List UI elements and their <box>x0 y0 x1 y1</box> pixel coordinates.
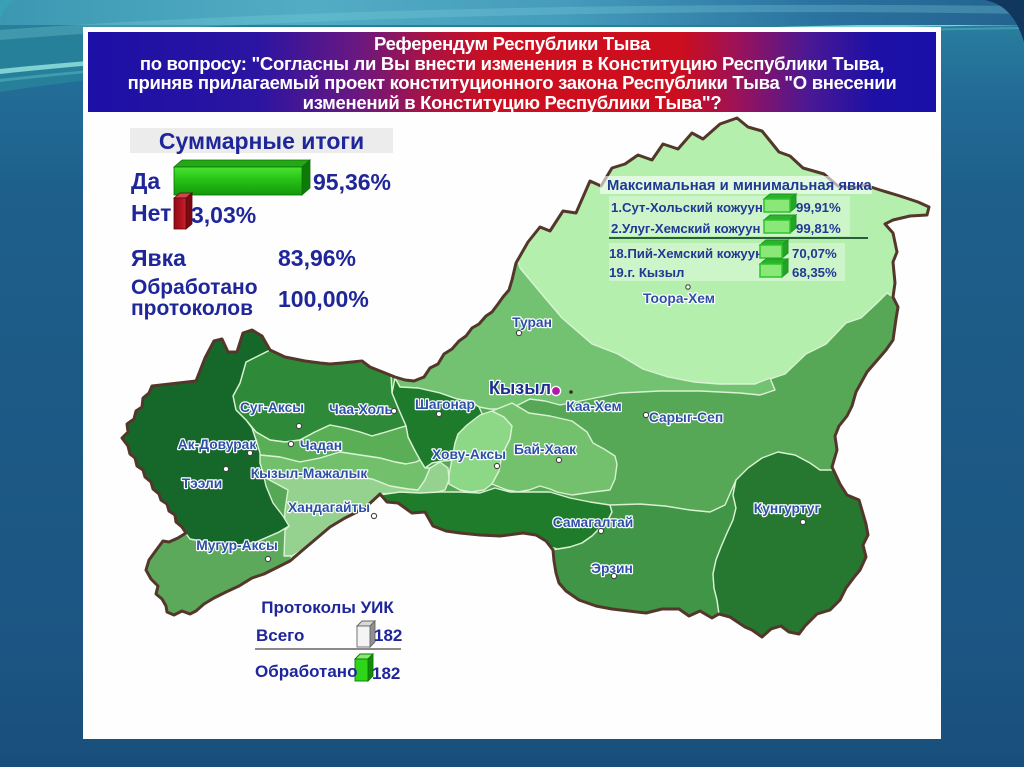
svg-text:68,35%: 68,35% <box>792 265 837 280</box>
svg-text:19.г. Кызыл: 19.г. Кызыл <box>609 265 684 280</box>
svg-text:Самагалтай: Самагалтай <box>553 515 634 530</box>
svg-text:Чаа-Холь: Чаа-Холь <box>329 402 393 417</box>
svg-text:Чадан: Чадан <box>300 438 342 453</box>
svg-text:Туран: Туран <box>512 315 552 330</box>
svg-text:18.Пий-Хемский кожуун: 18.Пий-Хемский кожуун <box>609 246 763 261</box>
svg-text:Хову-Аксы: Хову-Аксы <box>432 447 506 462</box>
svg-text:Эрзин: Эрзин <box>591 561 633 576</box>
svg-text:Хандагайты: Хандагайты <box>288 500 370 515</box>
svg-text:Тээли: Тээли <box>182 476 223 491</box>
svg-text:Каа-Хем: Каа-Хем <box>566 399 621 414</box>
svg-text:Тоора-Хем: Тоора-Хем <box>643 291 715 306</box>
svg-text:70,07%: 70,07% <box>792 246 837 261</box>
svg-text:Кызыл-Мажалык: Кызыл-Мажалык <box>251 466 368 481</box>
svg-text:Кызыл: Кызыл <box>489 378 551 398</box>
svg-text:Сарыг-Сеп: Сарыг-Сеп <box>649 410 723 425</box>
svg-text:Суг-Аксы: Суг-Аксы <box>240 400 304 415</box>
svg-text:99,81%: 99,81% <box>796 221 841 236</box>
svg-text:Кунгуртуг: Кунгуртуг <box>754 501 821 516</box>
svg-text:Максимальная и минимальная явк: Максимальная и минимальная явка <box>607 178 872 194</box>
svg-text:Мугур-Аксы: Мугур-Аксы <box>196 538 278 553</box>
svg-text:Бай-Хаак: Бай-Хаак <box>514 442 576 457</box>
svg-text:Шагонар: Шагонар <box>415 397 475 412</box>
svg-text:Ак-Довурак: Ак-Довурак <box>178 437 257 452</box>
svg-text:99,91%: 99,91% <box>796 200 841 215</box>
svg-text:2.Улуг-Хемский кожуун: 2.Улуг-Хемский кожуун <box>611 221 760 236</box>
svg-text:1.Сут-Хольский кожуун: 1.Сут-Хольский кожуун <box>611 200 763 215</box>
